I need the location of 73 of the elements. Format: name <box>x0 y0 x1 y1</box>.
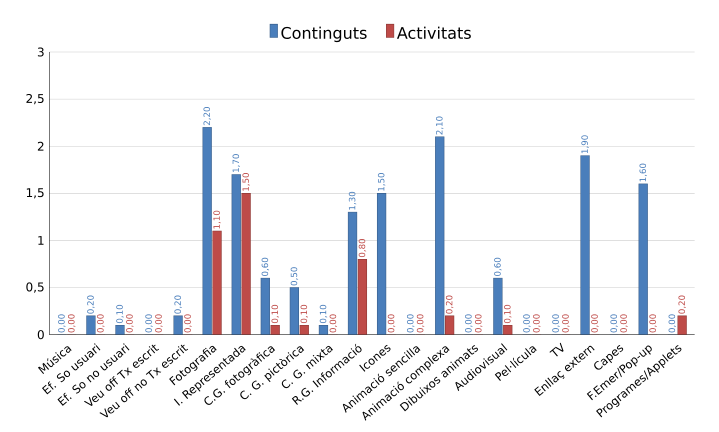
y-tick-label: 3 <box>38 47 44 57</box>
data-label: 0,20 <box>87 295 95 314</box>
data-label: 0,80 <box>358 238 366 258</box>
y-tick-label: 0,5 <box>26 282 44 293</box>
bar <box>242 193 251 335</box>
data-label: 0,00 <box>465 314 473 332</box>
data-label: 1,70 <box>232 154 240 172</box>
data-label: 0,10 <box>300 304 308 324</box>
data-label: 0,00 <box>552 314 560 332</box>
bar <box>173 316 183 335</box>
data-label: 0,00 <box>406 314 414 332</box>
bar <box>493 278 502 335</box>
data-label: 1,90 <box>581 135 589 154</box>
bar <box>376 193 386 335</box>
data-label: 0,00 <box>668 314 676 332</box>
data-label: 0,00 <box>591 314 599 332</box>
data-label: 0,00 <box>97 314 105 332</box>
data-label: 0,00 <box>416 314 424 332</box>
data-label: 2,10 <box>436 116 444 135</box>
data-label: 0,00 <box>155 314 163 332</box>
data-label: 0,60 <box>494 258 502 276</box>
data-label: 0,50 <box>290 267 298 286</box>
data-label: 0,00 <box>388 314 396 332</box>
data-label: 0,00 <box>474 314 482 332</box>
data-label: 0,20 <box>174 295 182 314</box>
data-label: 0,00 <box>562 314 570 332</box>
y-tick-label: 0 <box>38 330 44 340</box>
bar <box>678 316 687 335</box>
data-label: 0,00 <box>145 314 153 332</box>
data-label: 1,50 <box>242 173 250 191</box>
data-label: 0,00 <box>58 314 66 332</box>
bar <box>300 325 309 335</box>
data-label: 0,20 <box>678 295 686 314</box>
bar <box>212 230 222 335</box>
data-label: 0,00 <box>184 314 192 332</box>
bar <box>580 155 590 335</box>
data-label: 0,10 <box>320 304 328 324</box>
data-label: 0,00 <box>330 314 338 332</box>
bar <box>435 136 444 335</box>
data-label: 2,20 <box>203 107 211 126</box>
data-label: 1,50 <box>378 173 386 191</box>
legend-label: Continguts <box>281 26 367 42</box>
bar <box>348 212 358 335</box>
data-label: 0,10 <box>504 304 512 324</box>
bar <box>358 259 368 335</box>
y-tick-label: 1,5 <box>26 188 44 198</box>
x-tick-label: TV <box>549 342 564 356</box>
data-label: 0,00 <box>126 314 134 332</box>
legend-label: Activitats <box>396 26 471 39</box>
data-label: 1,10 <box>213 210 221 228</box>
data-label: 1,30 <box>348 192 356 210</box>
y-tick-label: 1 <box>38 236 44 245</box>
bar <box>260 278 270 335</box>
data-label: 0,60 <box>262 258 270 276</box>
bar <box>202 127 212 335</box>
bar <box>638 184 648 335</box>
bar <box>444 316 454 335</box>
data-label: 0,20 <box>446 295 454 314</box>
y-tick-label: 2 <box>38 142 44 151</box>
data-label: 1,60 <box>640 164 647 182</box>
bar <box>86 316 96 335</box>
data-label: 0,00 <box>523 314 531 332</box>
data-label: 0,00 <box>610 314 618 332</box>
y-tick-label: 2,5 <box>26 94 44 104</box>
data-label: 0,00 <box>533 314 541 332</box>
data-label: 0,00 <box>649 314 657 332</box>
data-label: 0,00 <box>68 314 76 332</box>
data-label: 0,00 <box>620 314 628 332</box>
bar <box>503 325 512 335</box>
data-label: 0,10 <box>271 304 279 324</box>
bar <box>290 287 300 335</box>
data-label: 0,10 <box>116 304 124 324</box>
bar <box>232 174 241 335</box>
